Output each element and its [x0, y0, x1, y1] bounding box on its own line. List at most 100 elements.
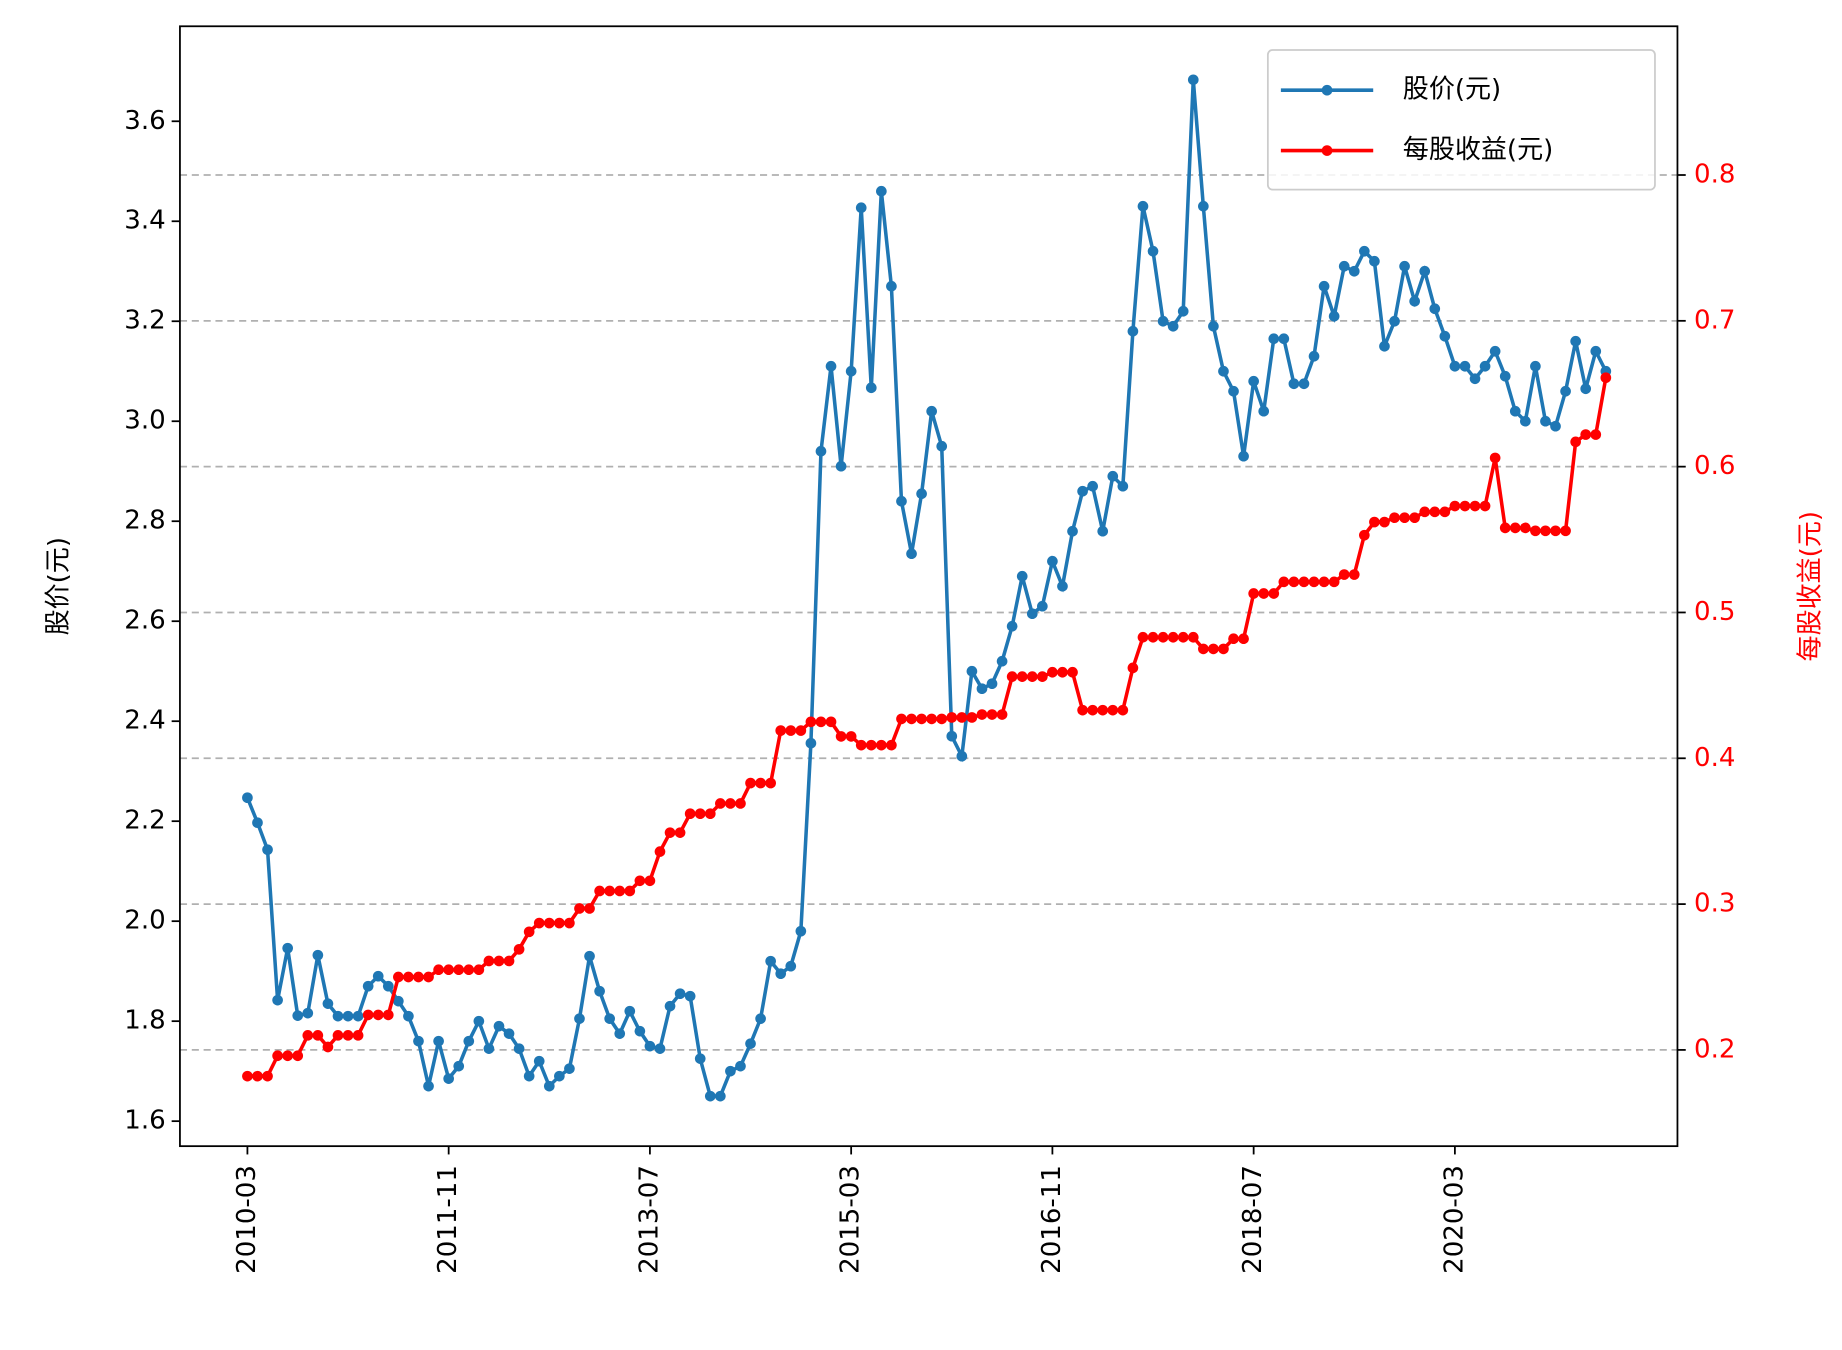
point: [735, 798, 746, 809]
x-tick-label: 2020-03: [1439, 1165, 1469, 1274]
point: [1429, 506, 1441, 518]
point: [855, 202, 867, 214]
point: [473, 964, 485, 976]
point: [1419, 506, 1431, 518]
point: [493, 955, 505, 967]
point: [795, 925, 807, 937]
point: [1147, 245, 1159, 257]
point: [715, 798, 726, 809]
point: [805, 737, 817, 749]
point: [1449, 360, 1461, 372]
point: [1187, 74, 1199, 86]
point: [865, 382, 877, 394]
point: [413, 1035, 424, 1047]
point: [1298, 576, 1310, 588]
point: [242, 1070, 253, 1082]
point: [1328, 576, 1340, 588]
point: [1499, 370, 1511, 382]
point: [352, 1030, 364, 1041]
point: [1509, 405, 1521, 417]
point: [654, 846, 666, 857]
point: [1459, 500, 1471, 512]
point: [926, 405, 937, 417]
point: [1107, 470, 1119, 482]
point: [694, 1053, 706, 1064]
x-tick-label: 2018-07: [1238, 1165, 1268, 1274]
point: [765, 777, 776, 789]
point: [906, 713, 917, 725]
point: [674, 827, 686, 838]
point: [1228, 633, 1239, 645]
y-axis-label: 股价(元): [44, 537, 74, 635]
point: [252, 1070, 263, 1082]
point: [1037, 671, 1048, 682]
point: [966, 665, 978, 677]
point: [1369, 255, 1380, 267]
point: [825, 716, 837, 728]
point: [564, 1063, 575, 1074]
point: [352, 1010, 364, 1022]
point: [1379, 340, 1390, 352]
point: [1479, 360, 1491, 372]
point: [845, 365, 857, 377]
point: [1087, 480, 1098, 492]
point: [584, 903, 595, 914]
point: [1540, 525, 1551, 537]
point: [1348, 569, 1360, 580]
point: [262, 1070, 273, 1082]
point: [1409, 512, 1420, 524]
point: [1137, 631, 1149, 643]
point: [1459, 360, 1471, 372]
point: [1288, 576, 1300, 588]
point: [1208, 643, 1219, 655]
point: [1419, 265, 1431, 277]
point: [1439, 506, 1451, 518]
point: [453, 1060, 465, 1072]
point: [876, 185, 887, 197]
point: [473, 1015, 485, 1027]
point: [1550, 420, 1561, 432]
point: [513, 943, 525, 955]
point: [1338, 260, 1350, 272]
point: [604, 1013, 615, 1024]
point: [654, 1043, 666, 1054]
point: [1167, 631, 1179, 643]
series-line: [245, 79, 1608, 1098]
y-tick-label: 1.6: [124, 1106, 165, 1136]
point: [1389, 512, 1400, 524]
point: [574, 1013, 585, 1024]
point: [956, 750, 968, 762]
point: [1047, 666, 1058, 678]
point: [986, 678, 998, 690]
point: [1067, 666, 1078, 678]
x-tick-label: 2011-11: [433, 1165, 463, 1274]
point: [604, 885, 615, 897]
point: [533, 1055, 545, 1067]
point: [755, 777, 766, 789]
x-tick-label: 2010-03: [232, 1165, 262, 1274]
point: [292, 1050, 304, 1062]
point: [1047, 555, 1058, 567]
point: [1580, 383, 1592, 395]
y-tick-label: 2.0: [124, 906, 165, 936]
point: [1238, 633, 1249, 645]
point: [1006, 620, 1018, 632]
point: [644, 1040, 656, 1052]
point: [1489, 345, 1501, 357]
point: [1590, 345, 1602, 357]
point: [634, 875, 646, 887]
point: [1278, 333, 1290, 345]
point: [674, 988, 686, 999]
point: [1439, 330, 1451, 342]
point: [976, 683, 988, 695]
point: [1328, 310, 1340, 322]
point: [1318, 576, 1330, 588]
point: [1429, 303, 1441, 315]
point: [574, 903, 585, 914]
point: [1520, 522, 1531, 534]
point: [523, 1070, 535, 1082]
point: [1208, 320, 1219, 332]
point: [765, 955, 776, 967]
point: [1026, 608, 1038, 620]
point: [513, 1043, 525, 1054]
